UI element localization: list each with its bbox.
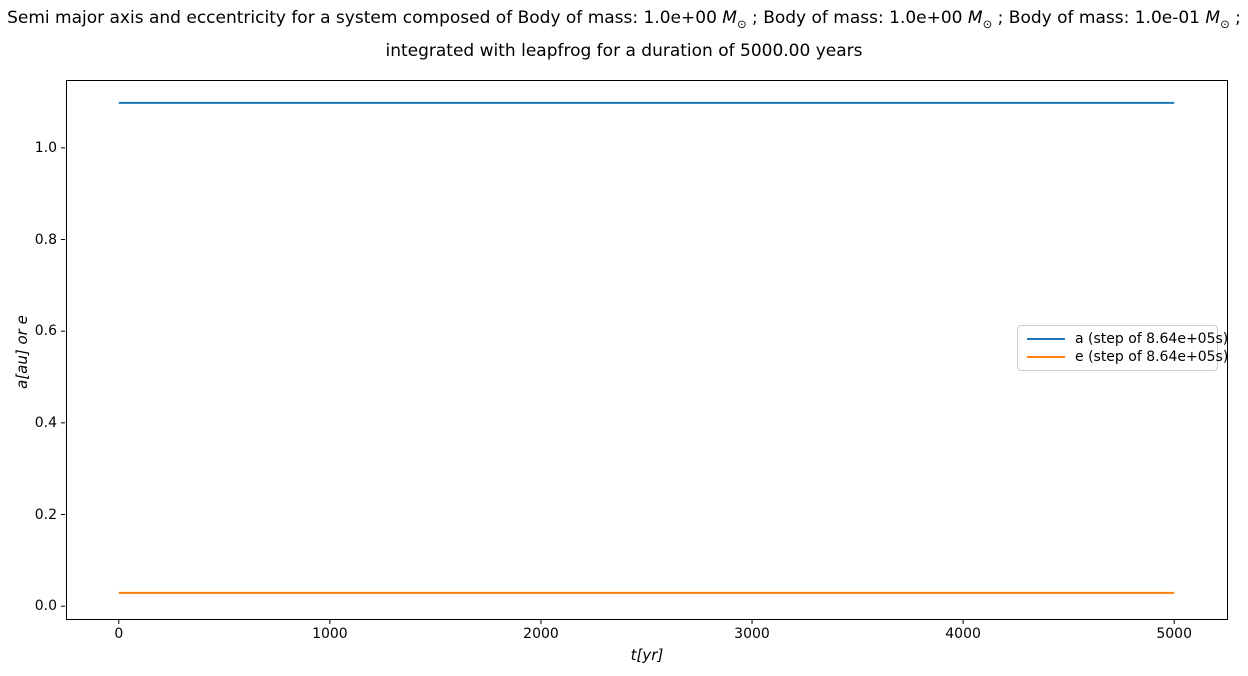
legend-entry-a: a (step of 8.64e+05s) [1027, 330, 1228, 348]
x-tick-label: 4000 [945, 626, 981, 642]
title-segment: ; Body of mass: 1.0e-01 [992, 8, 1206, 28]
x-tick-label: 2000 [523, 626, 559, 642]
x-tick-label: 5000 [1156, 626, 1193, 642]
title-segment: M [722, 8, 737, 28]
x-tick-label: 3000 [734, 626, 770, 642]
x-tick-label: 1000 [312, 626, 348, 642]
legend: a (step of 8.64e+05s) e (step of 8.64e+05… [1017, 325, 1228, 371]
chart-title: Semi major axis and eccentricity for a s… [0, 5, 1248, 65]
title-segment: M [967, 8, 983, 28]
legend-line-swatch-a [1027, 338, 1065, 340]
y-axis-label: a[au] or e [13, 315, 31, 389]
legend-entry-e: e (step of 8.64e+05s) [1027, 348, 1228, 366]
y-tick-label: 0.2 [34, 506, 57, 523]
legend-label-a: a (step of 8.64e+05s) [1075, 331, 1229, 347]
y-tick-label: 0.6 [34, 323, 57, 340]
title-segment: ⊙ [982, 16, 993, 31]
title-segment: ; [1229, 8, 1241, 28]
title-segment: integrated with leapfrog for a duration … [385, 40, 863, 61]
title-segment: ⊙ [736, 16, 747, 31]
chart-title-line-2: integrated with leapfrog for a duration … [0, 38, 1248, 65]
title-segment: Semi major axis and eccentricity for a s… [7, 8, 723, 28]
legend-line-swatch-e [1027, 356, 1065, 358]
y-tick-label: 0.0 [34, 598, 57, 615]
x-axis-label: t[yr] [630, 646, 664, 664]
x-tick-label: 0 [114, 626, 124, 642]
title-segment: M [1205, 8, 1221, 28]
y-tick-label: 0.8 [34, 231, 57, 248]
chart-title-line-1: Semi major axis and eccentricity for a s… [0, 5, 1248, 38]
y-tick-label: 0.4 [34, 414, 57, 431]
y-tick-label: 1.0 [34, 139, 57, 156]
title-segment: ⊙ [1220, 16, 1230, 31]
legend-label-e: e (step of 8.64e+05s) [1075, 349, 1229, 365]
title-segment: ; Body of mass: 1.0e+00 [746, 8, 968, 28]
